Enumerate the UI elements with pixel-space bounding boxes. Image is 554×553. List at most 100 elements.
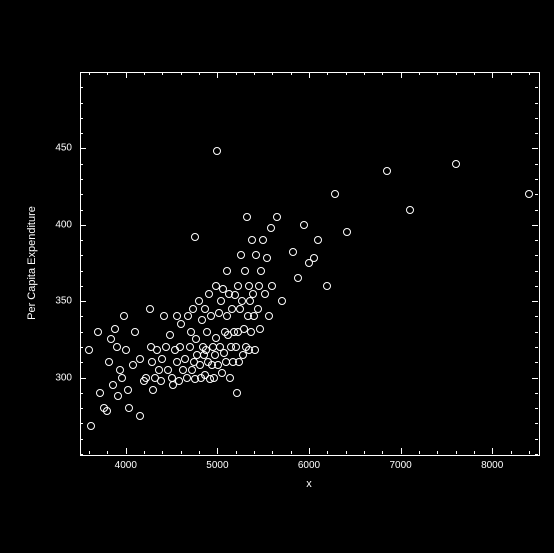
y-tick xyxy=(535,347,538,348)
y-tick xyxy=(532,301,538,302)
y-tick xyxy=(535,164,538,165)
x-tick-label: 8000 xyxy=(481,460,503,471)
data-point xyxy=(131,328,139,336)
data-point xyxy=(105,358,113,366)
x-tick xyxy=(419,451,420,454)
data-point xyxy=(207,312,215,320)
y-tick xyxy=(535,423,538,424)
y-tick xyxy=(80,378,86,379)
data-point xyxy=(136,412,144,420)
x-tick xyxy=(437,72,438,75)
x-tick xyxy=(529,451,530,454)
data-point xyxy=(265,312,273,320)
x-tick xyxy=(401,72,402,78)
x-tick xyxy=(144,72,145,75)
x-tick xyxy=(401,448,402,454)
data-point xyxy=(125,404,133,412)
data-point xyxy=(148,358,156,366)
y-tick xyxy=(80,423,83,424)
y-tick xyxy=(532,148,538,149)
data-point xyxy=(263,254,271,262)
data-point xyxy=(94,328,102,336)
data-point xyxy=(198,316,206,324)
data-point xyxy=(210,374,218,382)
x-tick xyxy=(126,448,127,454)
data-point xyxy=(273,213,281,221)
x-tick xyxy=(236,72,237,75)
data-point xyxy=(331,190,339,198)
y-tick xyxy=(80,240,83,241)
data-point xyxy=(314,236,322,244)
data-point xyxy=(107,335,115,343)
data-point xyxy=(195,297,203,305)
data-point xyxy=(294,274,302,282)
y-tick xyxy=(80,225,86,226)
x-axis-label: x xyxy=(306,478,312,490)
data-point xyxy=(157,377,165,385)
x-tick xyxy=(254,72,255,75)
data-point xyxy=(255,282,263,290)
y-tick xyxy=(80,347,83,348)
data-point xyxy=(162,343,170,351)
y-tick xyxy=(80,316,83,317)
y-tick xyxy=(535,393,538,394)
y-tick xyxy=(535,316,538,317)
data-point xyxy=(211,351,219,359)
data-point xyxy=(261,290,269,298)
y-tick xyxy=(80,148,86,149)
x-tick xyxy=(327,451,328,454)
data-point xyxy=(256,325,264,333)
data-point xyxy=(146,305,154,313)
x-tick xyxy=(126,72,127,78)
x-tick xyxy=(162,72,163,75)
data-point xyxy=(232,343,240,351)
data-point xyxy=(249,290,257,298)
y-tick xyxy=(80,72,83,73)
x-tick xyxy=(456,72,457,75)
data-point xyxy=(383,167,391,175)
data-point xyxy=(188,366,196,374)
y-tick-label: 450 xyxy=(55,143,72,154)
y-tick-label: 350 xyxy=(55,296,72,307)
x-tick xyxy=(107,451,108,454)
data-point xyxy=(120,312,128,320)
data-point xyxy=(226,374,234,382)
data-point xyxy=(234,282,242,290)
y-tick xyxy=(80,255,83,256)
data-point xyxy=(218,369,226,377)
data-point xyxy=(142,374,150,382)
data-point xyxy=(289,248,297,256)
x-tick xyxy=(272,451,273,454)
data-point xyxy=(155,366,163,374)
data-point xyxy=(235,358,243,366)
y-tick xyxy=(535,240,538,241)
data-point xyxy=(149,386,157,394)
data-point xyxy=(223,267,231,275)
data-point xyxy=(267,224,275,232)
data-point xyxy=(203,328,211,336)
data-point xyxy=(201,305,209,313)
data-point xyxy=(189,305,197,313)
data-point xyxy=(250,312,258,320)
y-tick-label: 400 xyxy=(55,219,72,230)
x-tick xyxy=(199,72,200,75)
y-tick xyxy=(80,439,83,440)
data-point xyxy=(187,328,195,336)
y-tick xyxy=(535,439,538,440)
data-point xyxy=(254,305,262,313)
y-tick xyxy=(80,164,83,165)
y-tick xyxy=(532,378,538,379)
data-point xyxy=(87,422,95,430)
data-point xyxy=(233,389,241,397)
x-tick xyxy=(364,72,365,75)
x-tick xyxy=(327,72,328,75)
y-tick xyxy=(535,408,538,409)
data-point xyxy=(343,228,351,236)
x-tick xyxy=(89,72,90,75)
x-tick xyxy=(346,72,347,75)
y-tick xyxy=(80,393,83,394)
data-point xyxy=(223,312,231,320)
data-point xyxy=(103,407,111,415)
y-tick xyxy=(535,103,538,104)
x-tick xyxy=(144,451,145,454)
